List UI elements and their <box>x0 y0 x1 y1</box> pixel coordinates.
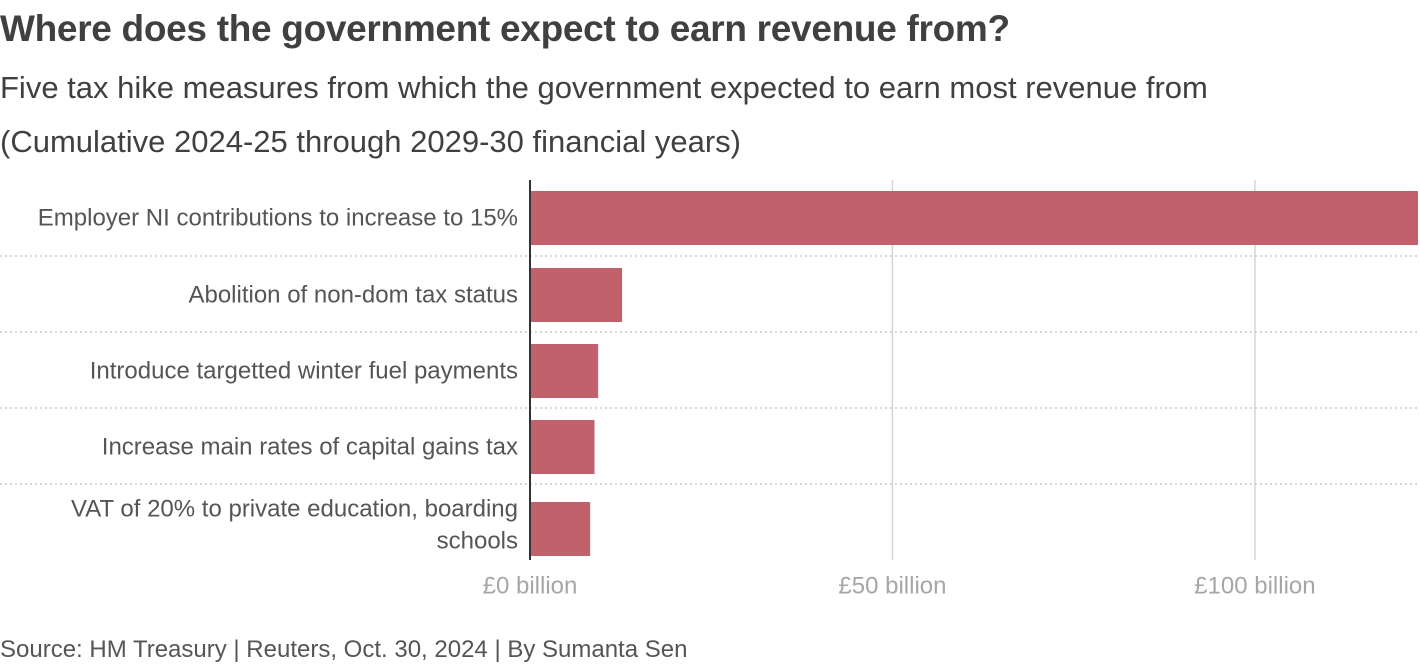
x-tick-label: £100 billion <box>1194 573 1315 600</box>
category-label: Abolition of non-dom tax status <box>188 282 518 309</box>
bar <box>530 502 591 556</box>
x-tick-label: £50 billion <box>838 573 946 600</box>
x-tick-label: £0 billion <box>483 573 578 600</box>
category-label: Employer NI contributions to increase to… <box>38 205 518 232</box>
category-label: schools <box>437 528 518 555</box>
bar <box>530 191 1418 245</box>
chart-title: Where does the government expect to earn… <box>0 8 1010 49</box>
category-label: Increase main rates of capital gains tax <box>102 434 518 461</box>
bar <box>530 344 599 398</box>
bar <box>530 420 595 474</box>
chart-subtitle: Five tax hike measures from which the go… <box>0 70 1208 105</box>
chart-subtitle-period: (Cumulative 2024-25 through 2029-30 fina… <box>0 124 741 159</box>
bar <box>530 268 623 322</box>
category-label: VAT of 20% to private education, boardin… <box>71 496 518 523</box>
source-note: Source: HM Treasury | Reuters, Oct. 30, … <box>0 636 688 663</box>
bar-chart: Employer NI contributions to increase to… <box>0 180 1420 600</box>
category-label: Introduce targetted winter fuel payments <box>90 358 518 385</box>
